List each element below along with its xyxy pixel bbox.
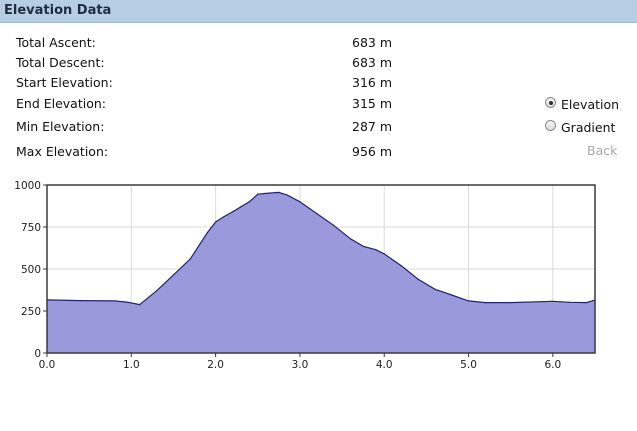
min-elevation-label: Min Elevation: [16,119,105,134]
elevation-data-point [375,249,377,251]
back-link[interactable]: Back [587,143,618,158]
elevation-data-point [467,300,470,302]
elevation-data-point [349,238,352,240]
x-tick-label: 2.0 [207,359,224,371]
elevation-radio-label[interactable]: Elevation [561,97,620,112]
chart-area-layer [46,191,596,353]
elevation-data-point [215,221,217,223]
elevation-panel-header: Elevation Data [0,0,637,23]
elevation-data-point [569,301,571,303]
elevation-data-point [231,211,234,213]
elevation-data-point [265,192,267,194]
elevation-data-point [126,301,128,303]
elevation-data-point [362,245,364,247]
x-tick-label: 4.0 [376,359,393,371]
elevation-data-point [80,300,82,302]
elevation-data-point [156,290,158,292]
min-elevation-value: 287 m [352,119,393,134]
total-descent-label: Total Descent: [16,55,105,70]
elevation-data-point [383,253,385,255]
start-elevation-value: 316 m [352,75,393,90]
elevation-data-point [552,300,554,302]
x-tick-label: 0.0 [39,359,56,371]
elevation-data-point [333,224,335,226]
elevation-data-point [257,193,259,195]
end-elevation-value: 315 m [352,96,393,111]
gradient-radio[interactable] [545,120,556,131]
panel-title: Elevation Data [4,3,112,18]
max-elevation-label: Max Elevation: [16,144,109,159]
y-tick-label: 250 [21,306,41,318]
elevation-data-point [139,304,141,306]
elevation-data-point [299,201,301,203]
start-elevation-label: Start Elevation: [16,75,113,90]
elevation-chart: 0 250 500 750 1000 0.0 1.0 2.0 3.0 4.0 5.0 6.0 [14,180,596,371]
elevation-data-point [510,302,512,304]
elevation-radio[interactable] [545,97,556,108]
elevation-data-point [286,194,288,196]
x-tick-label: 3.0 [292,359,309,371]
y-tick-label: 750 [21,222,41,234]
elevation-data-point [278,191,280,193]
elevation-data-point [586,302,588,304]
total-ascent-value: 683 m [352,35,393,50]
elevation-area [47,192,595,353]
elevation-data-point [172,274,175,276]
elevation-data-point [316,213,318,215]
elevation-data-point [434,288,436,290]
elevation-data-point [400,265,402,267]
elevation-data-point [240,206,242,208]
gradient-radio-label[interactable]: Gradient [561,120,616,135]
y-tick-label: 500 [21,264,41,276]
y-tick-label: 0 [34,348,41,360]
elevation-data-point [206,232,208,234]
elevation-data-point [417,278,419,280]
y-tick-label: 1000 [14,180,41,192]
elevation-data-point [223,216,225,218]
elevation-data-point [484,302,486,304]
chart-axes: 0 250 500 750 1000 0.0 1.0 2.0 3.0 4.0 5.0 6.0 [14,180,561,371]
total-descent-value: 683 m [352,55,393,70]
elevation-line [46,191,596,306]
elevation-data-point [113,300,115,302]
x-tick-label: 5.0 [460,359,477,371]
elevation-data-point [248,201,250,203]
elevation-data-point [189,258,191,260]
total-ascent-label: Total Ascent: [16,35,96,50]
end-elevation-label: End Elevation: [16,96,107,111]
x-tick-label: 1.0 [123,359,140,371]
max-elevation-value: 956 m [352,144,393,159]
x-tick-label: 6.0 [544,359,561,371]
elevation-data-point [451,294,453,296]
